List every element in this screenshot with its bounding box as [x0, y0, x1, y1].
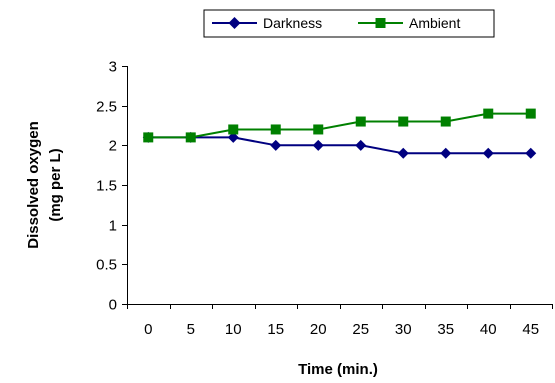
x-tick-label: 40 — [480, 321, 497, 338]
x-tick-label: 5 — [187, 321, 195, 338]
series-line-darkness — [148, 136, 531, 155]
data-point-darkness — [312, 139, 324, 151]
x-tick-label: 10 — [225, 321, 242, 338]
data-point-ambient — [228, 124, 239, 135]
data-point-ambient — [525, 108, 536, 119]
data-point-ambient — [313, 124, 324, 135]
data-point-ambient — [143, 132, 154, 143]
series-markers — [142, 108, 537, 159]
y-axis-title: Dissolved oxygen (mg per L) — [25, 121, 64, 249]
y-tick-label: 2 — [109, 138, 117, 155]
data-point-ambient — [440, 116, 451, 127]
series-lines — [148, 112, 531, 155]
data-point-darkness — [355, 139, 367, 151]
series-line-ambient — [148, 112, 531, 139]
x-ticks: 0 5 10 15 20 25 30 35 40 45 — [127, 304, 553, 338]
legend-darkness-marker — [228, 17, 241, 29]
x-tick-label: 45 — [522, 321, 539, 338]
data-point-darkness — [525, 147, 537, 159]
x-tick-label: 25 — [352, 321, 369, 338]
data-point-darkness — [227, 131, 239, 143]
data-point-darkness — [270, 139, 282, 151]
x-tick-label: 15 — [267, 321, 284, 338]
x-tick-label: 20 — [310, 321, 327, 338]
x-tick-label: 35 — [437, 321, 454, 338]
data-point-darkness — [397, 147, 409, 159]
legend-ambient-marker — [375, 18, 386, 28]
legend-darkness-label: Darkness — [263, 15, 322, 31]
data-point-ambient — [270, 124, 281, 135]
legend: Darkness Ambient — [203, 9, 495, 38]
y-ticks: 0 0.5 1 1.5 2 2.5 3 — [96, 59, 127, 314]
data-point-darkness — [440, 147, 452, 159]
y-axis-title-line1: Dissolved oxygen — [25, 121, 42, 249]
x-tick-label: 0 — [144, 321, 152, 338]
y-tick-label: 0 — [109, 297, 117, 314]
data-point-darkness — [482, 147, 494, 159]
y-tick-label: 2.5 — [96, 99, 117, 116]
y-tick-label: 3 — [109, 59, 117, 76]
y-tick-label: 1.5 — [96, 178, 117, 195]
y-tick-label: 0.5 — [96, 257, 117, 274]
data-point-ambient — [355, 116, 366, 127]
x-tick-label: 30 — [395, 321, 412, 338]
legend-ambient-label: Ambient — [409, 15, 460, 31]
y-tick-label: 1 — [109, 218, 117, 235]
data-point-ambient — [483, 108, 494, 119]
data-point-ambient — [185, 132, 196, 143]
y-axis-title-line2: (mg per L) — [47, 148, 64, 221]
x-axis-title: Time (min.) — [298, 361, 378, 378]
data-point-ambient — [398, 116, 409, 127]
